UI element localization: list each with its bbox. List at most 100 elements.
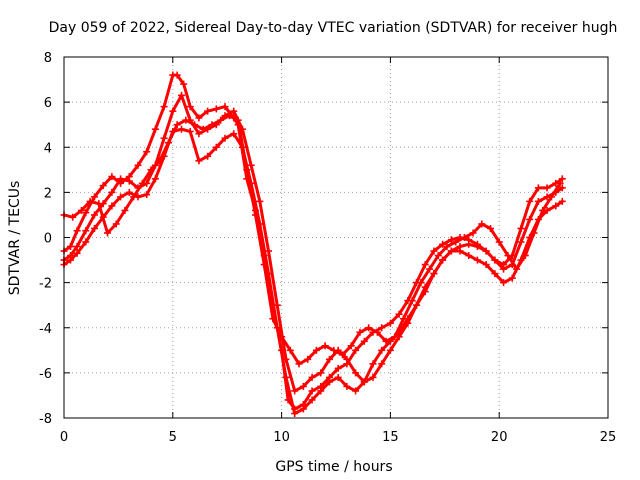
data-point-marker	[99, 182, 107, 190]
data-point-marker	[230, 107, 238, 115]
data-point-marker	[378, 324, 386, 332]
data-point-marker	[473, 256, 481, 264]
data-point-marker	[308, 373, 316, 381]
marker-group	[60, 71, 566, 417]
data-point-marker	[421, 288, 429, 296]
data-point-marker	[430, 270, 438, 278]
data-point-marker	[552, 188, 560, 196]
y-tick-label: 6	[44, 96, 52, 111]
series-line-3	[62, 127, 564, 415]
data-point-marker	[413, 301, 421, 309]
data-point-marker	[160, 103, 168, 111]
data-point-marker	[243, 175, 251, 183]
data-point-marker	[204, 107, 212, 115]
data-point-marker	[108, 188, 116, 196]
data-point-marker	[339, 351, 347, 359]
data-point-marker	[534, 184, 542, 192]
x-axis-tick-labels: 0 5 10 15 20 25	[60, 430, 616, 445]
data-point-marker	[90, 211, 98, 219]
data-point-marker	[73, 227, 81, 235]
data-point-marker	[378, 346, 386, 354]
data-point-marker	[330, 346, 338, 354]
y-axis-tick-labels: -8 -6 -4 -2 0 2 4 6 8	[39, 51, 52, 427]
x-tick-label: 0	[60, 430, 68, 445]
data-point-marker	[386, 346, 394, 354]
data-point-marker	[282, 373, 290, 381]
data-point-marker	[90, 193, 98, 201]
data-point-marker	[173, 121, 181, 129]
data-point-marker	[452, 238, 460, 246]
data-point-marker	[212, 143, 220, 151]
y-tick-label: -6	[39, 367, 52, 382]
data-point-marker	[558, 184, 566, 192]
data-point-marker	[517, 238, 525, 246]
data-point-marker	[247, 179, 255, 187]
data-point-marker	[69, 213, 77, 221]
data-point-marker	[77, 206, 85, 214]
data-point-marker	[439, 240, 447, 248]
data-point-marker	[534, 215, 542, 223]
data-point-marker	[117, 193, 125, 201]
data-point-marker	[558, 175, 566, 183]
data-point-marker	[125, 177, 133, 185]
data-point-marker	[526, 234, 534, 241]
data-point-marker	[360, 378, 368, 386]
data-point-marker	[534, 197, 542, 205]
data-point-marker	[217, 116, 225, 124]
data-point-marker	[513, 265, 521, 273]
data-point-marker	[308, 396, 316, 404]
data-point-marker	[447, 247, 455, 255]
data-point-marker	[160, 134, 168, 142]
x-tick-label: 15	[382, 430, 399, 445]
data-point-marker	[82, 209, 90, 217]
data-point-marker	[473, 243, 481, 251]
data-point-marker	[552, 202, 560, 210]
data-point-marker	[508, 261, 516, 269]
data-point-marker	[325, 378, 333, 386]
data-point-marker	[356, 328, 364, 336]
data-point-marker	[164, 139, 172, 147]
data-point-marker	[504, 252, 512, 260]
data-point-marker	[399, 315, 407, 323]
data-point-marker	[317, 387, 325, 395]
data-point-marker	[521, 252, 529, 260]
data-point-marker	[556, 179, 564, 187]
series-line-2	[62, 93, 564, 393]
data-point-marker	[180, 80, 188, 88]
data-point-marker	[82, 238, 90, 246]
data-point-marker	[439, 256, 447, 264]
data-point-marker	[334, 364, 342, 372]
y-tick-label: 8	[44, 51, 52, 66]
data-point-marker	[265, 247, 273, 255]
data-point-marker	[234, 116, 242, 124]
data-point-marker	[478, 220, 486, 228]
y-tick-label: -2	[39, 277, 52, 292]
data-point-marker	[121, 206, 129, 214]
data-point-marker	[304, 355, 312, 363]
data-point-marker	[378, 360, 386, 368]
data-point-marker	[500, 265, 508, 273]
y-axis-label: SDTVAR / TECUs	[7, 181, 23, 296]
data-point-marker	[447, 236, 455, 244]
data-point-marker	[147, 166, 155, 174]
data-point-marker	[308, 387, 316, 395]
data-point-marker	[543, 184, 551, 192]
data-point-marker	[108, 173, 116, 181]
data-point-marker	[382, 337, 390, 345]
data-point-marker	[99, 213, 107, 221]
data-point-marker	[130, 193, 138, 201]
data-point-marker	[112, 220, 120, 228]
data-point-marker	[282, 355, 290, 363]
data-point-marker	[417, 279, 425, 287]
data-point-marker	[365, 324, 373, 332]
data-point-marker	[247, 161, 255, 169]
data-point-marker	[169, 107, 177, 115]
data-point-marker	[243, 166, 251, 174]
data-point-marker	[312, 346, 320, 354]
data-point-marker	[256, 197, 264, 205]
data-point-marker	[486, 224, 494, 232]
data-point-marker	[208, 121, 216, 129]
data-point-marker	[430, 247, 438, 255]
data-point-marker	[286, 346, 294, 354]
y-tick-label: 4	[44, 141, 52, 156]
